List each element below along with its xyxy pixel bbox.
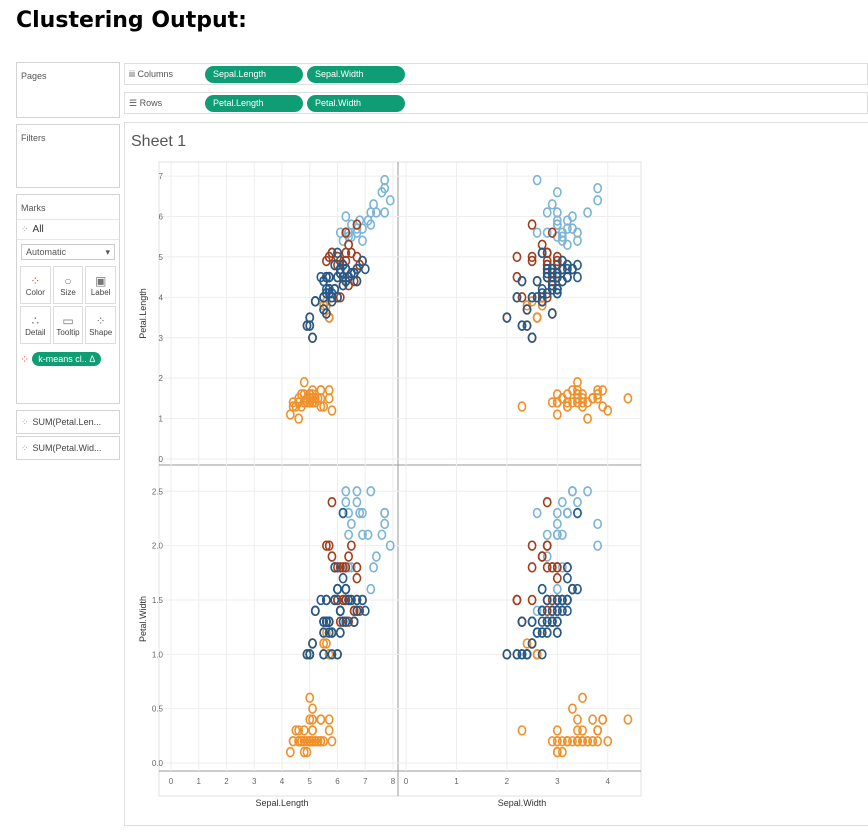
rows-icon: ☰ <box>129 97 138 108</box>
tooltip-button[interactable]: ▭ Tooltip <box>52 306 84 344</box>
filters-panel[interactable]: Filters <box>16 124 120 188</box>
rows-label: Rows <box>139 97 163 108</box>
columns-label: Columns <box>137 69 174 79</box>
color-button[interactable]: ⁘ Color <box>20 266 51 304</box>
petal-width-pill[interactable]: Petal.Width <box>307 94 405 112</box>
sum-petal-length-card[interactable]: ⁘ SUM(Petal.Len... <box>16 410 120 434</box>
label-button[interactable]: ▣ Label <box>85 266 116 304</box>
marks-all-label: All <box>32 224 44 235</box>
label-label: Label <box>90 287 111 297</box>
size-button[interactable]: ○ Size <box>52 266 84 304</box>
chevron-down-icon: ▾ <box>105 246 110 257</box>
dots-icon: ⁘ <box>21 416 29 427</box>
size-label: Size <box>60 287 76 297</box>
detail-button[interactable]: ∴ Detail <box>20 306 51 344</box>
mark-type-value: Automatic <box>26 247 67 257</box>
detail-icon: ∴ <box>31 313 40 328</box>
sheet-area: Sheet 1 <box>124 122 868 826</box>
tooltip-icon: ▭ <box>62 313 74 328</box>
rows-label-wrap: ☰ Rows <box>125 98 205 109</box>
pages-panel[interactable]: Pages <box>16 62 120 118</box>
mark-type-dropdown[interactable]: Automatic ▾ <box>21 244 115 260</box>
pages-label: Pages <box>21 71 47 81</box>
sheet-title: Sheet 1 <box>131 133 187 150</box>
dots-icon: ⁘ <box>21 224 29 234</box>
sum-petal-width-label: SUM(Petal.Wid... <box>32 443 102 453</box>
marks-label: Marks <box>17 195 119 220</box>
petal-length-pill[interactable]: Petal.Length <box>205 94 303 112</box>
size-icon: ○ <box>64 273 72 288</box>
sum-petal-length-label: SUM(Petal.Len... <box>32 417 102 427</box>
filters-label: Filters <box>21 133 46 143</box>
page-heading: Clustering Output: <box>16 8 247 33</box>
left-sidebar: Pages Filters Marks ⁘ All Automatic ▾ ⁘ C… <box>16 62 120 460</box>
columns-label-wrap: iii Columns <box>125 69 205 79</box>
marks-panel: Marks ⁘ All Automatic ▾ ⁘ Color ○ Size ▣ La… <box>16 194 120 404</box>
cluster-pill-row: ⁘ k-means cl.. Δ <box>17 346 119 372</box>
kmeans-cluster-pill[interactable]: k-means cl.. Δ <box>32 352 102 366</box>
shape-button[interactable]: ⁘ Shape <box>85 306 116 344</box>
marks-all-row[interactable]: ⁘ All <box>17 220 119 240</box>
kmeans-pill-label: k-means cl.. <box>38 354 87 364</box>
columns-icon: iii <box>129 69 135 79</box>
columns-shelf[interactable]: iii Columns Sepal.Length Sepal.Width <box>124 63 868 85</box>
sepal-length-pill[interactable]: Sepal.Length <box>205 65 303 83</box>
delta-icon: Δ <box>89 354 96 364</box>
sepal-width-pill[interactable]: Sepal.Width <box>307 65 405 83</box>
color-label: Color <box>25 287 45 297</box>
mark-buttons: ⁘ Color ○ Size ▣ Label ∴ Detail ▭ Tooltip ⁘ Sh… <box>17 264 119 346</box>
detail-label: Detail <box>25 327 46 337</box>
tooltip-label: Tooltip <box>56 327 80 337</box>
color-dots-icon: ⁘ <box>20 353 30 366</box>
dots-icon: ⁘ <box>21 442 29 453</box>
color-icon: ⁘ <box>30 273 41 288</box>
label-icon: ▣ <box>94 273 107 288</box>
sum-petal-width-card[interactable]: ⁘ SUM(Petal.Wid... <box>16 436 120 460</box>
shape-label: Shape <box>89 327 113 337</box>
shape-icon: ⁘ <box>95 313 106 328</box>
rows-shelf[interactable]: ☰ Rows Petal.Length Petal.Width <box>124 92 868 114</box>
